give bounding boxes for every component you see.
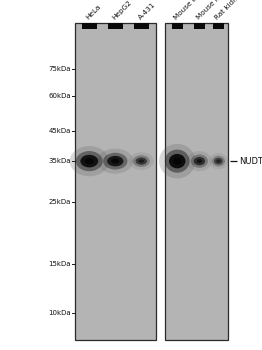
Ellipse shape — [70, 146, 109, 176]
Bar — [75, 23, 156, 340]
Bar — [213, 23, 224, 29]
Ellipse shape — [135, 158, 147, 165]
Ellipse shape — [103, 153, 127, 169]
Ellipse shape — [97, 148, 133, 174]
Text: 25kDa: 25kDa — [48, 199, 71, 205]
Text: 15kDa: 15kDa — [48, 260, 71, 267]
Ellipse shape — [107, 156, 123, 166]
Ellipse shape — [173, 158, 181, 164]
Ellipse shape — [138, 159, 144, 163]
Text: 35kDa: 35kDa — [48, 158, 71, 164]
Text: HepG2: HepG2 — [111, 0, 133, 21]
Ellipse shape — [209, 153, 228, 169]
Bar — [172, 23, 183, 29]
Bar — [134, 23, 149, 29]
Ellipse shape — [85, 158, 94, 164]
Ellipse shape — [196, 159, 202, 163]
Ellipse shape — [80, 155, 98, 167]
Bar — [108, 23, 123, 29]
Ellipse shape — [169, 154, 185, 168]
Text: NUDT5: NUDT5 — [239, 157, 262, 166]
Text: 60kDa: 60kDa — [48, 93, 71, 99]
Ellipse shape — [111, 159, 119, 163]
Ellipse shape — [159, 144, 195, 178]
Ellipse shape — [214, 158, 223, 164]
Ellipse shape — [76, 151, 103, 171]
Text: Mouse liver: Mouse liver — [195, 0, 229, 21]
Text: HeLa: HeLa — [85, 4, 102, 21]
Ellipse shape — [129, 152, 154, 170]
Text: A-431: A-431 — [137, 2, 156, 21]
Ellipse shape — [165, 149, 190, 173]
Ellipse shape — [194, 157, 205, 165]
Ellipse shape — [191, 154, 208, 168]
Text: 10kDa: 10kDa — [48, 309, 71, 316]
Text: 45kDa: 45kDa — [48, 128, 71, 134]
Text: 75kDa: 75kDa — [48, 66, 71, 72]
Ellipse shape — [212, 156, 225, 167]
Text: Mouse thymus: Mouse thymus — [173, 0, 215, 21]
Bar — [194, 23, 205, 29]
Ellipse shape — [216, 160, 221, 163]
Ellipse shape — [187, 151, 212, 171]
Bar — [165, 23, 228, 340]
Text: Rat kidney: Rat kidney — [214, 0, 246, 21]
Ellipse shape — [133, 155, 150, 167]
Bar — [82, 23, 97, 29]
